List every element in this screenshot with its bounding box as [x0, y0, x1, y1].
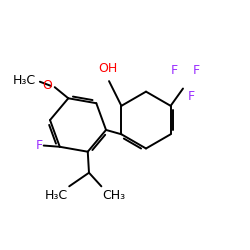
Text: OH: OH: [98, 62, 117, 75]
Text: F: F: [188, 90, 195, 103]
Text: F: F: [193, 64, 200, 78]
Text: F: F: [35, 139, 43, 152]
Text: CH₃: CH₃: [102, 189, 126, 202]
Text: F: F: [171, 64, 178, 78]
Text: H₃C: H₃C: [45, 189, 68, 202]
Text: H₃C: H₃C: [13, 74, 36, 88]
Text: O: O: [42, 80, 52, 92]
